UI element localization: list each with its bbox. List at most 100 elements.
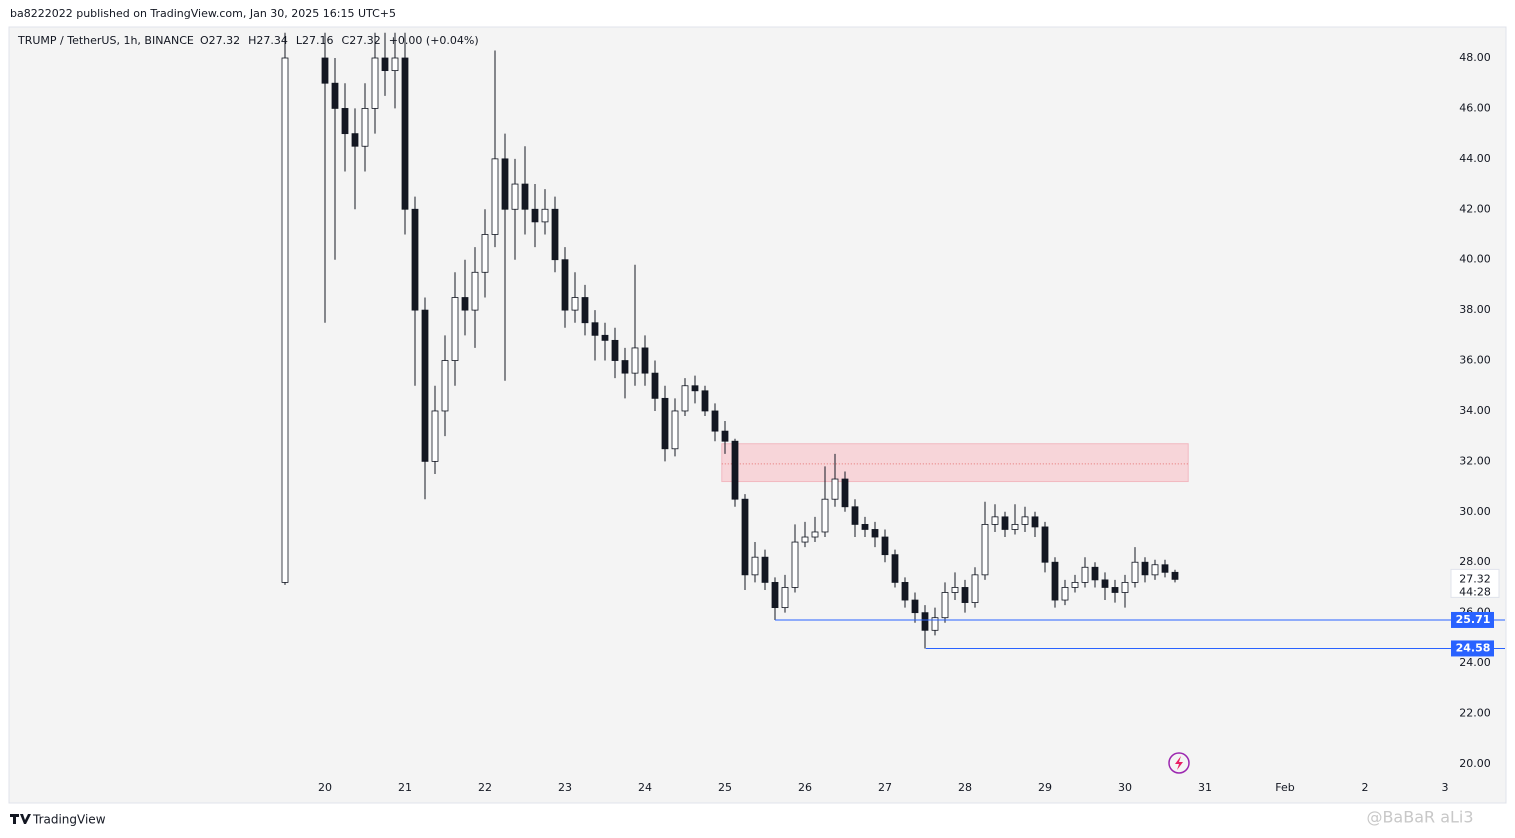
candle-body — [1131, 561, 1139, 583]
x-tick-label: 22 — [478, 781, 492, 794]
level-label: 25.71 — [1456, 613, 1491, 626]
y-tick-label: 22.00 — [1459, 706, 1491, 719]
candle-body — [841, 478, 849, 508]
y-tick-label: 20.00 — [1459, 757, 1491, 770]
level-label: 24.58 — [1456, 641, 1491, 654]
candle-body — [381, 57, 389, 72]
candle-body — [1111, 587, 1119, 593]
candle-body — [801, 536, 809, 543]
candle-body — [361, 108, 369, 147]
x-tick-label: 24 — [638, 781, 652, 794]
candle-body — [651, 372, 659, 399]
candle-body — [411, 208, 419, 311]
candle-body — [281, 57, 289, 583]
candle-body — [511, 183, 519, 210]
candle-body — [331, 82, 339, 109]
candle-body — [1141, 561, 1149, 576]
candle-body — [851, 506, 859, 525]
candle-body — [1031, 516, 1039, 528]
candle-body — [1001, 516, 1009, 530]
candle-body — [871, 529, 879, 538]
candle-body — [861, 524, 869, 530]
icon-bolt — [1175, 756, 1183, 770]
candle-body — [1011, 524, 1019, 530]
legend-value: L27.16 — [296, 34, 334, 47]
candle-body — [621, 360, 629, 374]
candle-body — [441, 360, 449, 412]
candle-body — [341, 108, 349, 135]
candle-body — [1051, 561, 1059, 601]
x-tick-label: 23 — [558, 781, 572, 794]
legend: TRUMP / TetherUS, 1h, BINANCE O27.32 H27.… — [17, 34, 479, 47]
candle-body — [761, 556, 769, 583]
y-tick-label: 34.00 — [1459, 404, 1491, 417]
candle-body — [791, 541, 799, 588]
last-price: 27.32 — [1459, 572, 1491, 585]
x-tick-label: 3 — [1442, 781, 1449, 794]
candle-body — [701, 390, 709, 412]
x-tick-label: 27 — [878, 781, 892, 794]
icon — [1168, 752, 1190, 774]
candle-body — [1151, 564, 1159, 576]
x-tick-label: 21 — [398, 781, 412, 794]
candle-body — [1041, 526, 1049, 563]
y-tick-label: 36.00 — [1459, 354, 1491, 367]
candle-body — [1171, 571, 1179, 580]
candle-body — [971, 574, 979, 603]
legend-value: +0.00 (+0.04%) — [389, 34, 479, 47]
candle-body — [691, 385, 699, 392]
level-label-box — [1451, 640, 1494, 657]
candle-body — [531, 208, 539, 223]
candle-body — [401, 57, 409, 210]
candle-body — [1061, 587, 1069, 601]
candle-body — [631, 347, 639, 374]
footer: TradingView — [32, 813, 106, 827]
candle-body — [421, 309, 429, 462]
header: ba8222022 published on TradingView.com, … — [10, 7, 396, 20]
candle-body — [661, 397, 669, 450]
candle-body — [831, 478, 839, 500]
x-tick-label: 25 — [718, 781, 732, 794]
level-label-box — [1451, 611, 1494, 628]
countdown: 44:28 — [1459, 585, 1491, 598]
candle-body — [571, 297, 579, 311]
candle-body — [891, 554, 899, 583]
candle-body — [471, 271, 479, 311]
candle-body — [981, 524, 989, 576]
axes: 20 21 22 23 24 25 26 27 28 29 30 31 Feb 2 320.0022.002… — [318, 51, 1491, 794]
candle-body — [521, 183, 529, 210]
y-tick-label: 46.00 — [1459, 101, 1491, 114]
y-tick-label: 30.00 — [1459, 505, 1491, 518]
candle-body — [501, 158, 509, 210]
candle-body — [321, 57, 329, 84]
legend-value: O27.32 — [200, 34, 240, 47]
x-tick-label: Feb — [1275, 781, 1294, 794]
candle-body — [541, 208, 549, 223]
plot-background — [8, 26, 1507, 804]
x-tick-label: 31 — [1198, 781, 1212, 794]
y-tick-label: 28.00 — [1459, 555, 1491, 568]
candle-body — [941, 592, 949, 619]
candle-body — [371, 57, 379, 109]
candle-body — [671, 410, 679, 450]
x-tick-label: 20 — [318, 781, 332, 794]
candle-body — [641, 347, 649, 374]
candle-body — [551, 208, 559, 261]
candle-body — [961, 587, 969, 603]
candle-body — [901, 581, 909, 601]
candle-body — [821, 498, 829, 533]
candle-body — [461, 297, 469, 311]
x-tick-label: 30 — [1118, 781, 1132, 794]
candle-body — [561, 259, 569, 311]
candle-body — [611, 339, 619, 361]
supply-zone — [721, 443, 1189, 483]
y-tick-label: 24.00 — [1459, 656, 1491, 669]
candle-body — [721, 430, 729, 442]
candle-body — [711, 410, 719, 432]
candle-body — [911, 599, 919, 614]
candle-body — [881, 536, 889, 556]
candle-body — [991, 516, 999, 525]
candle-body — [931, 617, 939, 631]
